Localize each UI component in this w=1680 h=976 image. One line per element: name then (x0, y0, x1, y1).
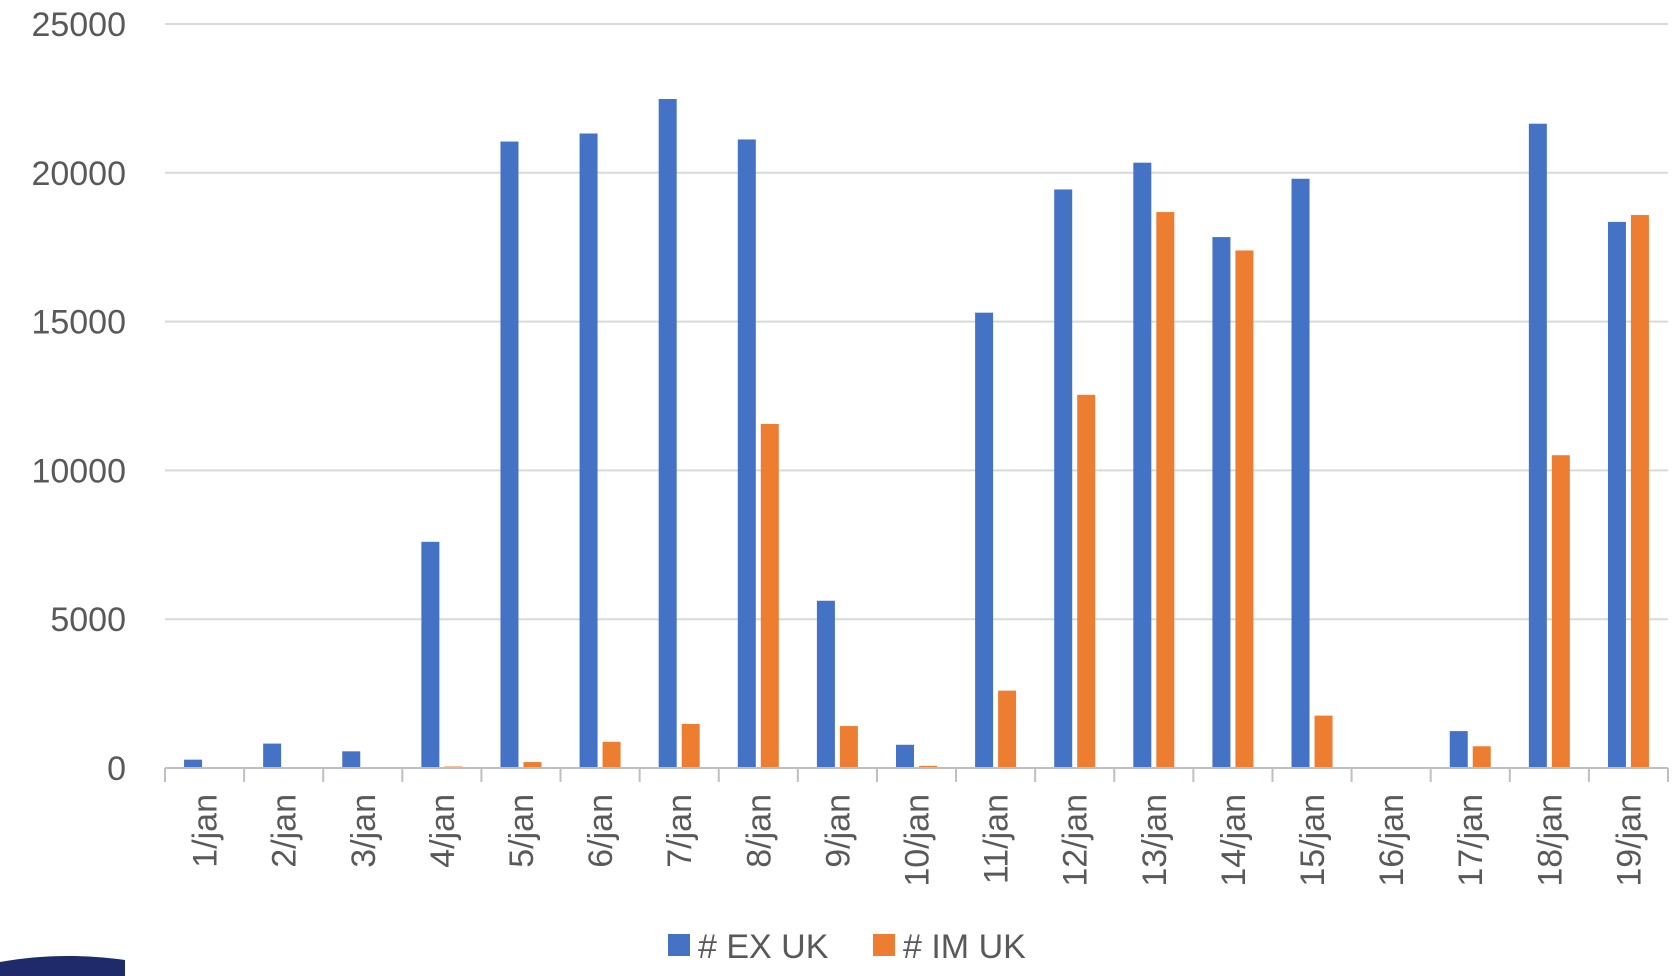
y-tick-label: 15000 (31, 304, 126, 342)
bars (184, 98, 1649, 769)
bar-im-uk-19-jan (1630, 215, 1649, 768)
x-tick-label: 18/jan (1531, 794, 1569, 887)
bar-ex-uk-3-jan (342, 751, 361, 768)
bar-im-uk-5-jan (523, 762, 542, 768)
bar-im-uk-7-jan (681, 723, 700, 768)
legend-swatch-ex-uk (668, 934, 690, 956)
bar-im-uk-9-jan (839, 726, 858, 768)
bar-ex-uk-18-jan (1528, 123, 1547, 769)
x-tick-label: 15/jan (1294, 794, 1332, 887)
y-tick-label: 10000 (31, 452, 126, 490)
bar-im-uk-10-jan (919, 765, 937, 768)
bar-ex-uk-5-jan (500, 141, 519, 768)
bar-ex-uk-13-jan (1133, 162, 1152, 769)
bar-im-uk-11-jan (998, 690, 1017, 768)
x-tick-label: 5/jan (503, 794, 541, 868)
x-axis-tick-labels: 1/jan 2/jan 3/jan 4/jan 5/jan 6/jan 7/jan 8/jan… (187, 794, 1649, 887)
bar-im-uk-6-jan (602, 741, 621, 768)
bar-ex-uk-7-jan (658, 98, 677, 769)
y-tick-label: 5000 (50, 601, 126, 639)
legend-swatch-im-uk (873, 934, 895, 956)
x-tick-label: 3/jan (345, 794, 383, 868)
x-axis-tick-marks (164, 768, 1669, 782)
x-tick-label: 6/jan (582, 794, 620, 868)
x-tick-label: 13/jan (1136, 794, 1174, 887)
y-axis-tick-labels: 0 5000 10000 15000 20000 25000 (31, 6, 126, 788)
bar-ex-uk-17-jan (1449, 731, 1468, 768)
bar-ex-uk-2-jan (263, 743, 282, 768)
y-tick-label: 25000 (31, 6, 126, 44)
x-tick-label: 11/jan (978, 794, 1016, 884)
x-tick-label: 19/jan (1610, 794, 1648, 887)
bar-ex-uk-4-jan (421, 541, 440, 768)
bar-ex-uk-6-jan (579, 133, 598, 769)
bar-ex-uk-9-jan (816, 600, 835, 768)
y-tick-label: 20000 (31, 155, 126, 193)
bar-ex-uk-8-jan (737, 139, 756, 768)
x-tick-label: 14/jan (1215, 794, 1253, 887)
x-tick-label: 10/jan (899, 794, 937, 887)
x-tick-label: 9/jan (819, 794, 857, 868)
x-tick-label: 1/jan (187, 794, 225, 868)
x-tick-label: 16/jan (1373, 794, 1411, 887)
legend-label-im-uk: # IM UK (903, 928, 1026, 966)
bar-im-uk-18-jan (1551, 455, 1570, 768)
decorative-swoosh (0, 956, 125, 976)
bar-ex-uk-19-jan (1607, 221, 1626, 769)
bar-im-uk-13-jan (1156, 212, 1175, 769)
bar-im-uk-14-jan (1235, 250, 1254, 768)
y-tick-label: 0 (107, 750, 126, 788)
bar-ex-uk-10-jan (896, 744, 914, 768)
x-tick-label: 4/jan (424, 794, 462, 868)
legend: # EX UK # IM UK (668, 928, 1026, 966)
x-tick-label: 17/jan (1452, 794, 1490, 887)
x-tick-label: 2/jan (266, 794, 304, 868)
bar-ex-uk-14-jan (1212, 237, 1231, 768)
bar-im-uk-8-jan (760, 423, 779, 768)
bar-ex-uk-11-jan (975, 312, 994, 768)
bar-ex-uk-12-jan (1054, 189, 1073, 769)
bar-ex-uk-1-jan (184, 759, 203, 768)
x-tick-label: 8/jan (740, 794, 778, 868)
bar-im-uk-17-jan (1472, 746, 1491, 768)
bar-im-uk-15-jan (1314, 715, 1333, 768)
x-tick-label: 12/jan (1057, 794, 1095, 887)
bar-im-uk-12-jan (1077, 394, 1096, 768)
bar-ex-uk-15-jan (1291, 178, 1310, 768)
x-tick-label: 7/jan (661, 794, 699, 868)
legend-label-ex-uk: # EX UK (698, 928, 829, 966)
gridlines (165, 23, 1668, 621)
